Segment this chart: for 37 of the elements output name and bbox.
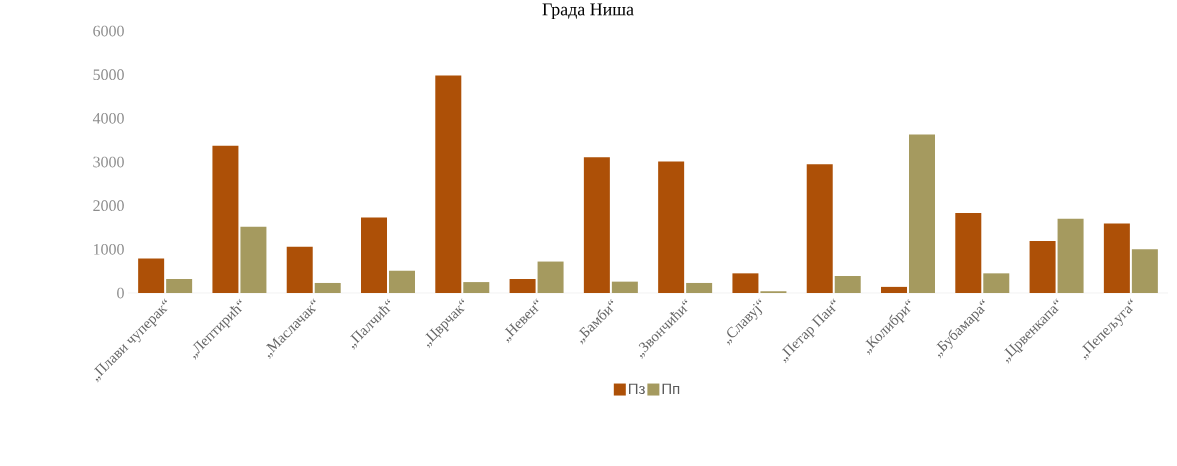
y-tick-label: 6000 [93,25,124,37]
bar [583,157,610,293]
bar [240,226,267,293]
bar [138,258,165,293]
bar [314,282,341,293]
bar [806,164,833,293]
bar [658,161,685,293]
bar [389,270,415,293]
bar [881,286,908,293]
bar [983,273,1010,293]
bar [509,279,536,293]
bar [435,75,462,293]
bar [212,145,239,293]
y-tick-label: 5000 [93,69,124,81]
legend-label: Пз [629,383,645,395]
bar [286,246,313,293]
bar [611,281,638,293]
bar [1131,249,1158,293]
y-tick-label: 1000 [94,243,124,255]
bar [463,282,490,293]
bar [686,282,713,293]
bar [909,134,935,293]
y-tick-label: 2000 [93,200,124,212]
bar [537,261,564,293]
bar [955,213,982,293]
bar [834,275,861,293]
y-tick-label: 3000 [93,156,124,168]
bar [1029,241,1056,293]
bar [166,279,193,293]
legend-label: Пп [662,383,680,394]
bar [361,217,387,293]
y-tick-label: 0 [117,287,124,299]
bar [1057,218,1084,293]
bar [1103,223,1130,293]
bar [732,273,759,293]
y-tick-label: 4000 [92,112,124,124]
chart-title: Града Ниша [542,3,634,20]
